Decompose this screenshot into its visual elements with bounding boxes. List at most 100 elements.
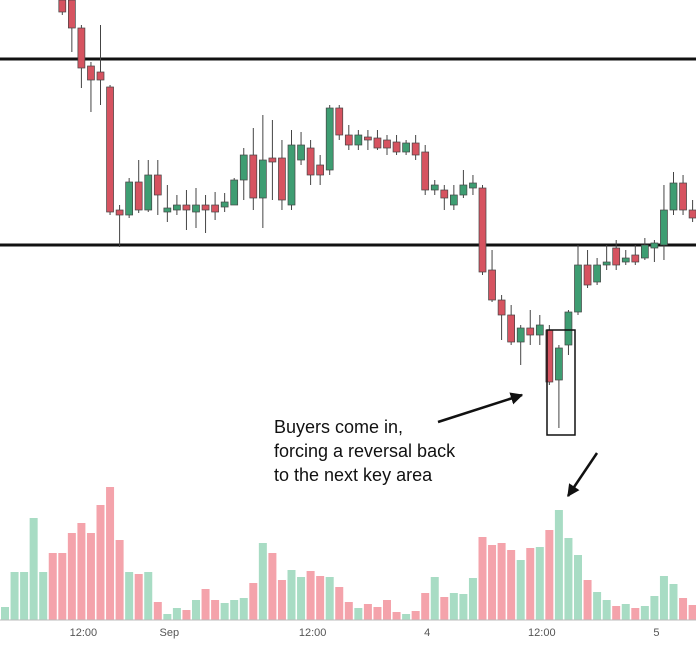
volume-bar bbox=[449, 593, 458, 620]
volume-bar bbox=[554, 510, 563, 620]
volume-bar bbox=[86, 533, 95, 620]
volume-bar bbox=[363, 604, 372, 620]
volume-bar bbox=[344, 602, 353, 620]
candle-body bbox=[58, 0, 67, 13]
candle-body bbox=[516, 327, 525, 343]
candle-body bbox=[679, 182, 687, 211]
x-tick-label: 12:00 bbox=[299, 627, 327, 639]
volume-bar bbox=[430, 577, 439, 620]
candle-body bbox=[488, 269, 496, 301]
x-tick-label: 5 bbox=[653, 627, 659, 639]
candle-body bbox=[87, 65, 95, 81]
candle-body bbox=[564, 311, 573, 346]
volume-bar bbox=[325, 577, 334, 620]
candle-body bbox=[125, 181, 134, 216]
volume-bar bbox=[125, 572, 134, 620]
volume-bar bbox=[96, 505, 105, 620]
volume-bar bbox=[277, 580, 286, 620]
volume-bar bbox=[545, 530, 554, 620]
volume-bar bbox=[287, 570, 296, 620]
volume-bar bbox=[211, 600, 220, 620]
arrow bbox=[566, 452, 599, 498]
volume-bar bbox=[631, 608, 640, 620]
volume-bar bbox=[354, 608, 363, 620]
volume-bar bbox=[468, 578, 477, 620]
candle-body bbox=[77, 27, 86, 69]
candle-body bbox=[335, 107, 344, 136]
volume-bar bbox=[593, 592, 602, 620]
candle-body bbox=[526, 327, 535, 336]
candle-body bbox=[306, 147, 315, 176]
volume-bar bbox=[297, 577, 306, 620]
volume-bar bbox=[192, 600, 200, 620]
volume-bar bbox=[421, 593, 430, 620]
candle-body bbox=[239, 154, 248, 181]
volume-bar bbox=[564, 538, 573, 620]
volume-bar bbox=[144, 572, 153, 620]
candle-body bbox=[535, 324, 544, 336]
candle-body bbox=[574, 264, 582, 313]
volume-bar bbox=[134, 574, 143, 620]
volume-bar bbox=[574, 555, 582, 620]
volume-bar bbox=[258, 543, 267, 620]
candle-body bbox=[612, 247, 621, 266]
candle-body bbox=[316, 164, 324, 176]
volume-bar bbox=[106, 487, 115, 620]
candle-body bbox=[278, 157, 286, 201]
candle-body bbox=[354, 134, 363, 146]
candle-body bbox=[555, 347, 563, 381]
volume-bar bbox=[659, 576, 668, 620]
volume-bar bbox=[220, 603, 229, 620]
volume-bar bbox=[163, 614, 172, 620]
candle-body bbox=[621, 257, 630, 263]
volume-layer bbox=[1, 487, 696, 620]
volume-bar bbox=[440, 597, 449, 620]
volume-bar bbox=[172, 608, 181, 620]
candle-body bbox=[220, 201, 229, 208]
volume-bar bbox=[411, 611, 420, 620]
candle-body bbox=[450, 194, 458, 206]
x-tick-label: 12:00 bbox=[70, 627, 98, 639]
candle-body bbox=[134, 181, 143, 211]
volume-bar bbox=[306, 571, 315, 620]
annotation: forcing a reversal back bbox=[274, 441, 456, 461]
candle-body bbox=[430, 184, 439, 191]
volume-bar bbox=[10, 572, 19, 620]
candle-body bbox=[469, 182, 477, 189]
candle-body bbox=[402, 142, 410, 153]
volume-bar bbox=[268, 553, 277, 620]
candle-body bbox=[631, 254, 640, 263]
x-tick-label: 4 bbox=[424, 627, 430, 639]
highlight-box bbox=[546, 329, 576, 436]
annotation: Buyers come in, bbox=[274, 417, 403, 437]
price-layer bbox=[0, 0, 696, 428]
volume-bar bbox=[497, 543, 506, 620]
volume-bar bbox=[459, 594, 468, 620]
candle-body bbox=[688, 209, 696, 219]
volume-bar bbox=[77, 523, 86, 620]
arrow bbox=[437, 392, 524, 424]
volume-bar bbox=[535, 547, 544, 620]
candle-body bbox=[497, 299, 506, 316]
candle-body bbox=[383, 139, 391, 149]
candle-body bbox=[593, 264, 601, 283]
volume-bar bbox=[507, 550, 516, 620]
volume-bar bbox=[392, 612, 401, 620]
volume-bar bbox=[650, 596, 659, 620]
candle-body bbox=[421, 151, 430, 191]
candle-body bbox=[192, 204, 200, 213]
candle-body bbox=[344, 134, 353, 146]
candle-body bbox=[297, 144, 305, 161]
volume-bar bbox=[182, 610, 191, 620]
candle-body bbox=[163, 207, 172, 213]
candle-body bbox=[268, 157, 277, 163]
candle-body bbox=[669, 182, 678, 211]
volume-bar bbox=[239, 598, 248, 620]
candle-body bbox=[650, 242, 659, 249]
volume-bar bbox=[29, 518, 38, 620]
candle-body bbox=[478, 187, 487, 273]
x-tick-label: Sep bbox=[160, 627, 180, 639]
candle-body bbox=[640, 244, 649, 259]
candle-body bbox=[373, 137, 382, 149]
